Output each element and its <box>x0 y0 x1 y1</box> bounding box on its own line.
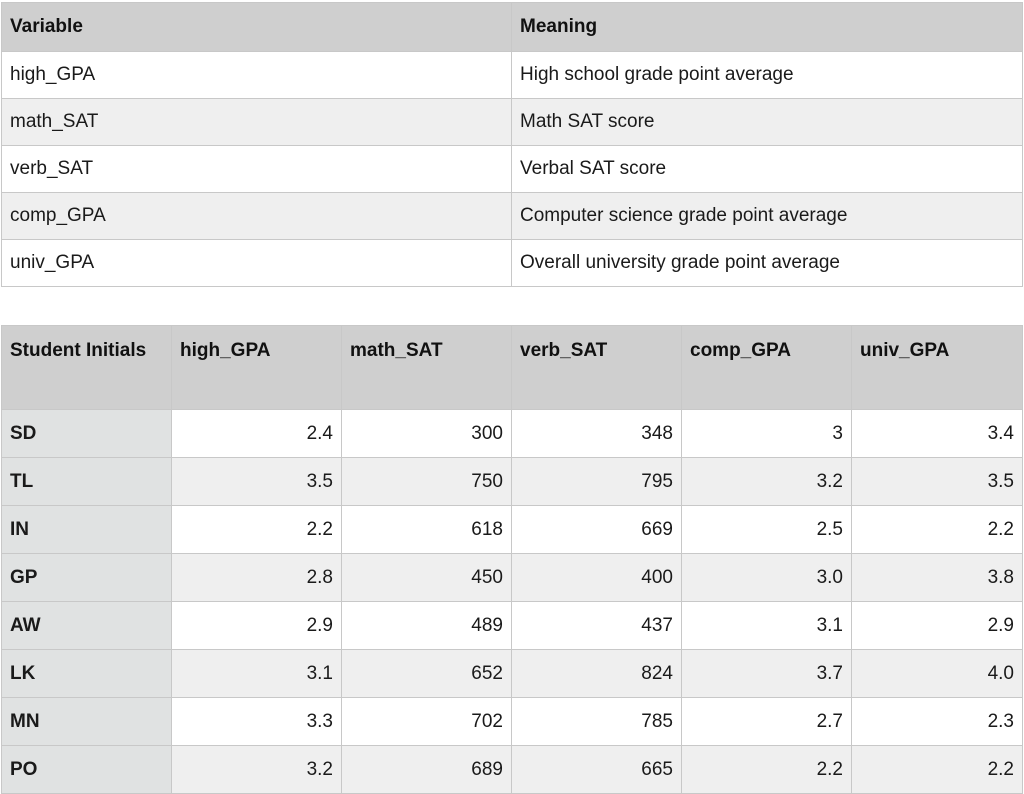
variable-cell: math_SAT <box>1 98 512 146</box>
verb-sat-cell: 795 <box>511 457 682 506</box>
header-math-sat: math_SAT <box>341 325 512 410</box>
table-row: comp_GPA Computer science grade point av… <box>1 192 1023 240</box>
univ-gpa-cell: 3.8 <box>851 553 1023 602</box>
header-meaning: Meaning <box>511 2 1023 52</box>
univ-gpa-cell: 3.5 <box>851 457 1023 506</box>
variable-cell: univ_GPA <box>1 239 512 287</box>
univ-gpa-cell: 2.2 <box>851 505 1023 554</box>
meaning-cell: High school grade point average <box>511 51 1023 99</box>
math-sat-cell: 750 <box>341 457 512 506</box>
table-row: verb_SAT Verbal SAT score <box>1 145 1023 193</box>
univ-gpa-cell: 2.9 <box>851 601 1023 650</box>
high-gpa-cell: 3.2 <box>171 745 342 794</box>
variable-cell: verb_SAT <box>1 145 512 193</box>
student-initials-cell: PO <box>1 745 172 794</box>
verb-sat-cell: 669 <box>511 505 682 554</box>
meaning-cell: Overall university grade point average <box>511 239 1023 287</box>
student-initials-cell: GP <box>1 553 172 602</box>
meaning-cell: Math SAT score <box>511 98 1023 146</box>
meaning-cell: Computer science grade point average <box>511 192 1023 240</box>
header-high-gpa: high_GPA <box>171 325 342 410</box>
table-row: math_SAT Math SAT score <box>1 98 1023 146</box>
table-row: MN 3.3 702 785 2.7 2.3 <box>1 697 1023 746</box>
math-sat-cell: 702 <box>341 697 512 746</box>
comp-gpa-cell: 3.2 <box>681 457 852 506</box>
math-sat-cell: 652 <box>341 649 512 698</box>
univ-gpa-cell: 2.2 <box>851 745 1023 794</box>
variable-cell: high_GPA <box>1 51 512 99</box>
student-initials-cell: SD <box>1 409 172 458</box>
table-row: LK 3.1 652 824 3.7 4.0 <box>1 649 1023 698</box>
comp-gpa-cell: 2.5 <box>681 505 852 554</box>
high-gpa-cell: 2.8 <box>171 553 342 602</box>
table-row: high_GPA High school grade point average <box>1 51 1023 99</box>
student-initials-cell: LK <box>1 649 172 698</box>
student-initials-cell: AW <box>1 601 172 650</box>
table-row: TL 3.5 750 795 3.2 3.5 <box>1 457 1023 506</box>
high-gpa-cell: 2.4 <box>171 409 342 458</box>
comp-gpa-cell: 2.7 <box>681 697 852 746</box>
header-row: Student Initials high_GPA math_SAT verb_… <box>1 325 1023 410</box>
high-gpa-cell: 2.2 <box>171 505 342 554</box>
math-sat-cell: 618 <box>341 505 512 554</box>
student-initials-cell: MN <box>1 697 172 746</box>
variable-cell: comp_GPA <box>1 192 512 240</box>
table-row: PO 3.2 689 665 2.2 2.2 <box>1 745 1023 794</box>
math-sat-cell: 689 <box>341 745 512 794</box>
comp-gpa-cell: 3.7 <box>681 649 852 698</box>
header-student-initials: Student Initials <box>1 325 172 410</box>
students-body: SD 2.4 300 348 3 3.4 TL 3.5 750 795 3.2 3.5 IN 2.2 618… <box>1 409 1023 794</box>
header-univ-gpa: univ_GPA <box>851 325 1023 410</box>
high-gpa-cell: 3.5 <box>171 457 342 506</box>
header-verb-sat: verb_SAT <box>511 325 682 410</box>
verb-sat-cell: 665 <box>511 745 682 794</box>
high-gpa-cell: 3.3 <box>171 697 342 746</box>
verb-sat-cell: 824 <box>511 649 682 698</box>
univ-gpa-cell: 4.0 <box>851 649 1023 698</box>
comp-gpa-cell: 3.0 <box>681 553 852 602</box>
high-gpa-cell: 3.1 <box>171 649 342 698</box>
table-row: GP 2.8 450 400 3.0 3.8 <box>1 553 1023 602</box>
variables-table: Variable Meaning high_GPA High school gr… <box>1 2 1023 287</box>
comp-gpa-cell: 3.1 <box>681 601 852 650</box>
student-initials-cell: TL <box>1 457 172 506</box>
verb-sat-cell: 437 <box>511 601 682 650</box>
header-row: Variable Meaning <box>1 2 1023 52</box>
verb-sat-cell: 785 <box>511 697 682 746</box>
meaning-cell: Verbal SAT score <box>511 145 1023 193</box>
comp-gpa-cell: 3 <box>681 409 852 458</box>
student-initials-cell: IN <box>1 505 172 554</box>
table-row: univ_GPA Overall university grade point … <box>1 239 1023 287</box>
verb-sat-cell: 348 <box>511 409 682 458</box>
students-table: Student Initials high_GPA math_SAT verb_… <box>1 325 1023 794</box>
math-sat-cell: 300 <box>341 409 512 458</box>
header-comp-gpa: comp_GPA <box>681 325 852 410</box>
header-variable: Variable <box>1 2 512 52</box>
table-row: IN 2.2 618 669 2.5 2.2 <box>1 505 1023 554</box>
table-row: AW 2.9 489 437 3.1 2.9 <box>1 601 1023 650</box>
math-sat-cell: 489 <box>341 601 512 650</box>
verb-sat-cell: 400 <box>511 553 682 602</box>
high-gpa-cell: 2.9 <box>171 601 342 650</box>
comp-gpa-cell: 2.2 <box>681 745 852 794</box>
table-row: SD 2.4 300 348 3 3.4 <box>1 409 1023 458</box>
univ-gpa-cell: 3.4 <box>851 409 1023 458</box>
math-sat-cell: 450 <box>341 553 512 602</box>
univ-gpa-cell: 2.3 <box>851 697 1023 746</box>
